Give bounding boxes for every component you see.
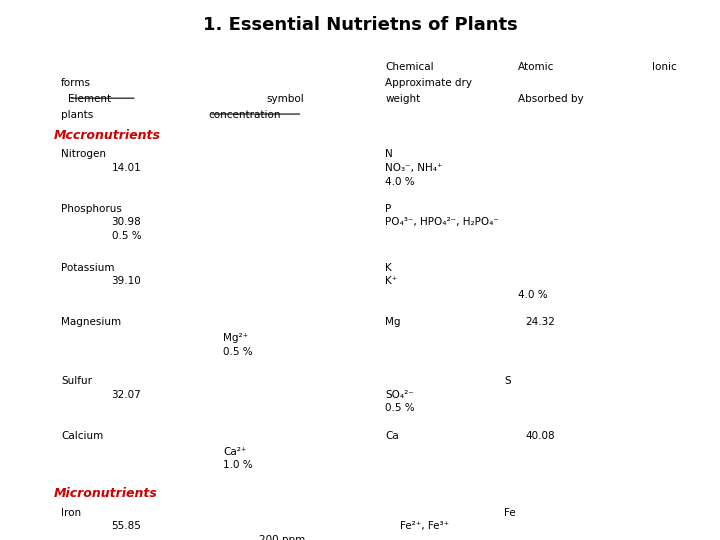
Text: 1. Essential Nutrietns of Plants: 1. Essential Nutrietns of Plants bbox=[202, 16, 518, 34]
Text: Mg²⁺: Mg²⁺ bbox=[223, 333, 248, 343]
Text: Magnesium: Magnesium bbox=[61, 317, 122, 327]
Text: 1.0 %: 1.0 % bbox=[223, 460, 253, 470]
Text: 55.85: 55.85 bbox=[112, 521, 141, 531]
Text: Fe²⁺, Fe³⁺: Fe²⁺, Fe³⁺ bbox=[400, 521, 449, 531]
Text: Absorbed by: Absorbed by bbox=[518, 94, 584, 104]
Text: 200 ppm: 200 ppm bbox=[259, 535, 305, 540]
Text: 4.0 %: 4.0 % bbox=[518, 290, 548, 300]
Text: weight: weight bbox=[385, 94, 420, 104]
Text: 40.08: 40.08 bbox=[526, 430, 555, 441]
Text: 0.5 %: 0.5 % bbox=[112, 231, 141, 241]
Text: SO₄²⁻: SO₄²⁻ bbox=[385, 390, 414, 400]
Text: Atomic: Atomic bbox=[518, 62, 555, 72]
Text: Phosphorus: Phosphorus bbox=[61, 204, 122, 214]
Text: 0.5 %: 0.5 % bbox=[385, 403, 415, 414]
Text: Ionic: Ionic bbox=[652, 62, 676, 72]
Text: 32.07: 32.07 bbox=[112, 390, 141, 400]
Text: Micronutrients: Micronutrients bbox=[54, 487, 158, 501]
Text: Sulfur: Sulfur bbox=[61, 376, 92, 386]
Text: Mg: Mg bbox=[385, 317, 401, 327]
Text: plants: plants bbox=[61, 110, 94, 120]
Text: Potassium: Potassium bbox=[61, 263, 114, 273]
Text: P: P bbox=[385, 204, 392, 214]
Text: forms: forms bbox=[61, 78, 91, 88]
Text: 4.0 %: 4.0 % bbox=[385, 177, 415, 187]
Text: Nitrogen: Nitrogen bbox=[61, 150, 107, 159]
Text: Element: Element bbox=[68, 94, 112, 104]
Text: Iron: Iron bbox=[61, 508, 81, 518]
Text: Mccronutrients: Mccronutrients bbox=[54, 129, 161, 142]
Text: PO₄³⁻, HPO₄²⁻, H₂PO₄⁻: PO₄³⁻, HPO₄²⁻, H₂PO₄⁻ bbox=[385, 218, 499, 227]
Text: Chemical: Chemical bbox=[385, 62, 434, 72]
Text: K: K bbox=[385, 263, 392, 273]
Text: 30.98: 30.98 bbox=[112, 218, 141, 227]
Text: Calcium: Calcium bbox=[61, 430, 104, 441]
Text: concentration: concentration bbox=[209, 110, 282, 120]
Text: 39.10: 39.10 bbox=[112, 276, 141, 286]
Text: Fe: Fe bbox=[504, 508, 516, 518]
Text: 0.5 %: 0.5 % bbox=[223, 347, 253, 357]
Text: symbol: symbol bbox=[266, 94, 304, 104]
Text: 24.32: 24.32 bbox=[526, 317, 555, 327]
Text: Ca²⁺: Ca²⁺ bbox=[223, 447, 246, 456]
Text: N: N bbox=[385, 150, 393, 159]
Text: Approximate dry: Approximate dry bbox=[385, 78, 472, 88]
Text: 14.01: 14.01 bbox=[112, 163, 141, 173]
Text: K⁺: K⁺ bbox=[385, 276, 397, 286]
Text: NO₃⁻, NH₄⁺: NO₃⁻, NH₄⁺ bbox=[385, 163, 443, 173]
Text: S: S bbox=[504, 376, 510, 386]
Text: Ca: Ca bbox=[385, 430, 399, 441]
